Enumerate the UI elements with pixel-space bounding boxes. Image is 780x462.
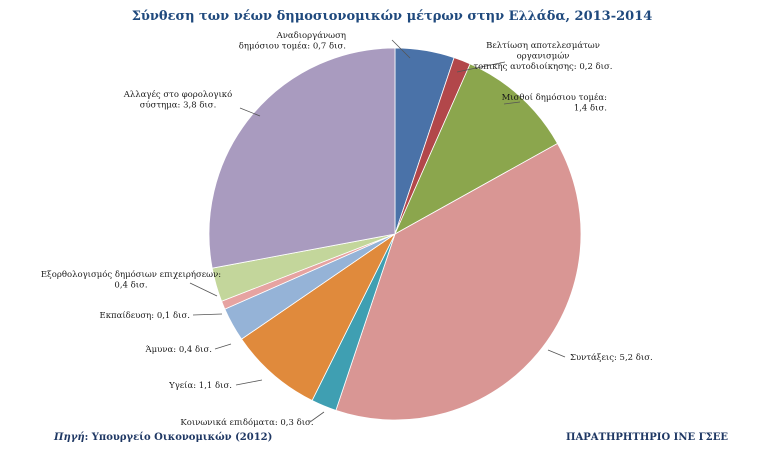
leader-line-0	[391, 39, 411, 59]
pie-slices	[208, 47, 582, 421]
slice-label-4: Κοινωνικά επιδόματα: 0,3 δισ.	[180, 417, 313, 428]
slice-5	[240, 232, 397, 402]
source-note: Πηγή: Υπουργείο Οικονομικών (2012)	[54, 432, 272, 443]
organization-credit: ΠΑΡΑΤΗΡΗΤΗΡΙΟ ΙΝΕ ΓΣΕΕ	[566, 432, 728, 443]
leader-line-5	[235, 379, 263, 386]
leader-line-9	[239, 107, 261, 117]
slice-label-1: Βελτίωση αποτελεσμάτων οργανισμών τοπικής …	[473, 40, 612, 72]
slice-label-2: Μισθοί δημόσιου τομέα: 1,4 δισ.	[502, 92, 607, 114]
leader-line-1	[456, 61, 506, 73]
source-prefix: Πηγή	[54, 432, 85, 443]
leader-line-6	[214, 343, 232, 350]
slice-label-8: Εξορθολογισμός δημόσιων επιχειρήσεων: 0,4…	[41, 269, 221, 291]
leader-line-2	[503, 101, 521, 105]
slice-3	[335, 142, 582, 421]
label-leader-lines	[189, 39, 566, 423]
slice-label-5: Υγεία: 1,1 δισ.	[168, 380, 232, 391]
slice-label-3: Συντάξεις: 5,2 δισ.	[570, 352, 653, 363]
slice-label-7: Εκπαίδευση: 0,1 δισ.	[100, 310, 191, 321]
leader-line-3	[547, 349, 566, 358]
slice-label-9: Αλλαγές στο φορολογικό σύστημα: 3,8 δισ.	[123, 89, 232, 111]
slice-9	[208, 47, 396, 269]
slice-labels: Αναδιοργάνωση δημόσιου τομέα: 0,7 δισ. Βελ…	[41, 30, 653, 428]
leader-line-8	[189, 282, 218, 297]
slice-label-0: Αναδιοργάνωση δημόσιου τομέα: 0,7 δισ.	[239, 30, 346, 52]
leader-line-4	[309, 411, 325, 423]
chart-title: Σύνθεση των νέων δημοσιονομικών μέτρων σ…	[132, 9, 653, 24]
slice-2	[394, 63, 559, 235]
slice-label-6: Άμυνα: 0,4 δισ.	[145, 344, 212, 355]
source-text: : Υπουργείο Οικονομικών (2012)	[84, 432, 273, 443]
leader-line-7	[192, 313, 223, 316]
